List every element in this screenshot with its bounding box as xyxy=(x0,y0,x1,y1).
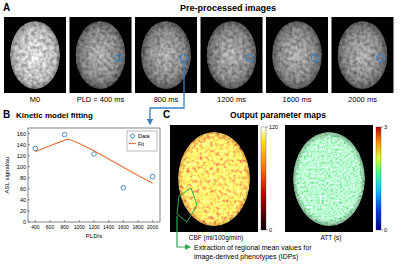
legend-label: Fit xyxy=(138,141,145,147)
y-tick-label: 20 xyxy=(20,208,26,214)
colorbar xyxy=(261,127,266,230)
y-tick-label: 160 xyxy=(17,131,26,137)
x-tick-label: 1400 xyxy=(103,224,114,230)
y-tick xyxy=(28,166,30,167)
image-background xyxy=(266,17,328,93)
colorbar-tick xyxy=(266,230,268,231)
panel-letter: B xyxy=(3,109,10,120)
brain-image xyxy=(207,21,257,89)
data-point xyxy=(92,152,97,157)
image-background xyxy=(4,17,66,93)
y-tick-label: 100 xyxy=(17,164,26,170)
x-tick xyxy=(35,220,36,222)
y-tick xyxy=(28,144,30,145)
x-tick xyxy=(138,220,139,222)
x-tick-label: 400 xyxy=(31,224,40,230)
x-tick-label: 1600 xyxy=(118,224,129,230)
image-label: 2000 ms xyxy=(348,95,377,104)
figure: ABCPre-processed imagesM0PLD = 400 ms800… xyxy=(0,0,400,268)
y-tick-label: 120 xyxy=(17,153,26,159)
x-tick xyxy=(94,220,95,222)
chart-title: Kinetic model fitting xyxy=(16,111,93,120)
y-tick-label: 0 xyxy=(23,219,26,225)
y-tick-label: 60 xyxy=(20,186,26,192)
image-background xyxy=(70,17,132,93)
y-tick-label: 80 xyxy=(20,175,26,181)
image-label: 800 ms xyxy=(154,95,179,104)
x-tick-label: 2000 xyxy=(147,224,158,230)
parameter-map xyxy=(293,132,365,226)
panel-letter: C xyxy=(163,109,170,120)
annotation: image-derived phenotypes (IDPs) xyxy=(194,253,298,261)
colorbar-tick xyxy=(381,127,383,128)
roi-outline xyxy=(177,188,197,222)
x-tick xyxy=(152,220,153,222)
x-tick xyxy=(123,220,124,222)
panel-title: Pre-processed images xyxy=(180,3,276,13)
panel-title: Output parameter maps xyxy=(230,110,326,120)
panel-letter: A xyxy=(3,2,10,13)
map-label: ATT (s) xyxy=(320,234,341,242)
legend-marker xyxy=(131,134,135,138)
y-tick-label: 40 xyxy=(20,197,26,203)
y-tick xyxy=(28,177,30,178)
colorbar-label: 0 xyxy=(269,227,272,233)
image-background xyxy=(135,17,197,93)
data-point xyxy=(33,146,38,151)
image-label: M0 xyxy=(30,95,40,104)
arrow xyxy=(150,62,184,124)
data-point xyxy=(62,132,67,137)
x-tick xyxy=(50,220,51,222)
y-tick xyxy=(28,222,30,223)
x-tick-label: 1000 xyxy=(74,224,85,230)
voxel-marker xyxy=(115,55,122,62)
x-tick-label: 1800 xyxy=(132,224,143,230)
brain-image xyxy=(272,21,322,89)
annotation: Extraction of regional mean values for xyxy=(194,244,312,252)
x-tick-label: 1200 xyxy=(88,224,99,230)
image-label: PLD = 400 ms xyxy=(77,95,125,104)
parameter-map xyxy=(178,132,250,226)
colorbar-label: 120 xyxy=(269,124,278,130)
legend-label: Data xyxy=(138,133,151,139)
image-background xyxy=(201,17,263,93)
colorbar-tick xyxy=(266,127,268,128)
y-tick xyxy=(28,210,30,211)
colorbar-tick xyxy=(381,230,383,231)
colorbar-label: 0 xyxy=(384,227,387,233)
map-label: CBF (ml/100g/min) xyxy=(189,234,244,242)
voxel-marker xyxy=(181,55,188,62)
x-tick xyxy=(79,220,80,222)
image-label: 1200 ms xyxy=(217,95,246,104)
y-axis-title: ASL signal/au xyxy=(4,157,10,194)
map-background xyxy=(285,125,373,232)
y-tick xyxy=(28,133,30,134)
brain-image xyxy=(10,21,60,89)
y-tick-label: 140 xyxy=(17,142,26,148)
image-label: 1600 ms xyxy=(283,95,312,104)
x-tick-label: 800 xyxy=(60,224,69,230)
colorbar-label: 3 xyxy=(384,124,387,130)
legend xyxy=(127,131,157,151)
brain-image xyxy=(76,21,126,89)
image-background xyxy=(332,17,394,93)
y-tick xyxy=(28,199,30,200)
x-tick xyxy=(64,220,65,222)
voxel-marker xyxy=(312,55,319,62)
brain-image xyxy=(338,21,388,89)
plot-frame xyxy=(28,128,160,222)
x-tick xyxy=(108,220,109,222)
y-tick xyxy=(28,155,30,156)
data-point xyxy=(150,174,155,179)
x-tick-label: 600 xyxy=(46,224,55,230)
x-axis-title: PLD/s xyxy=(86,233,102,239)
voxel-marker xyxy=(246,55,253,62)
legend-marker xyxy=(129,143,136,144)
y-tick xyxy=(28,188,30,189)
voxel-marker xyxy=(377,55,384,62)
arrow xyxy=(177,216,190,247)
map-background xyxy=(170,125,258,232)
data-point xyxy=(121,185,126,190)
colorbar xyxy=(376,127,381,230)
